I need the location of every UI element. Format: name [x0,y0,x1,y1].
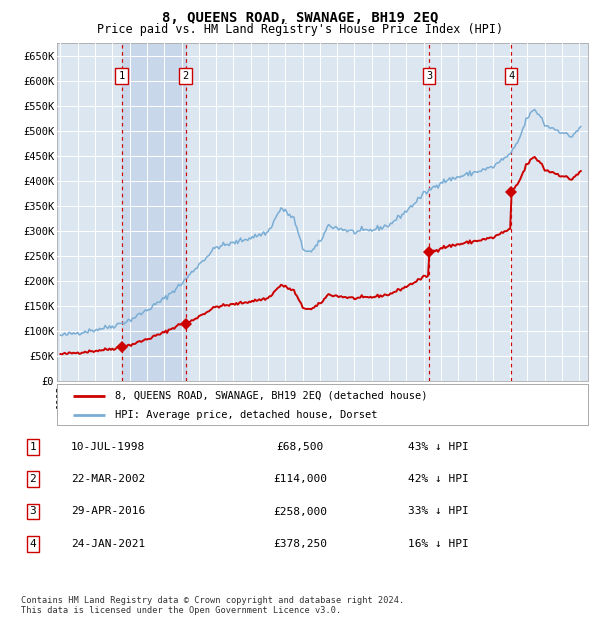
Text: 1: 1 [118,71,125,81]
Text: 3: 3 [29,507,37,516]
Text: 16% ↓ HPI: 16% ↓ HPI [407,539,469,549]
Text: 22-MAR-2002: 22-MAR-2002 [71,474,145,484]
Text: 2: 2 [29,474,37,484]
Bar [122,43,185,381]
Text: 8, QUEENS ROAD, SWANAGE, BH19 2EQ: 8, QUEENS ROAD, SWANAGE, BH19 2EQ [162,11,438,25]
Text: £68,500: £68,500 [277,442,323,452]
Text: £378,250: £378,250 [273,539,327,549]
Text: 29-APR-2016: 29-APR-2016 [71,507,145,516]
Text: £258,000: £258,000 [273,507,327,516]
Text: 2: 2 [182,71,188,81]
Text: 43% ↓ HPI: 43% ↓ HPI [407,442,469,452]
Text: Contains HM Land Registry data © Crown copyright and database right 2024.
This d: Contains HM Land Registry data © Crown c… [21,596,404,615]
Text: 8, QUEENS ROAD, SWANAGE, BH19 2EQ (detached house): 8, QUEENS ROAD, SWANAGE, BH19 2EQ (detac… [115,391,428,401]
Text: 24-JAN-2021: 24-JAN-2021 [71,539,145,549]
Text: 10-JUL-1998: 10-JUL-1998 [71,442,145,452]
Text: 33% ↓ HPI: 33% ↓ HPI [407,507,469,516]
Text: 1: 1 [29,442,37,452]
Text: 4: 4 [29,539,37,549]
Text: Price paid vs. HM Land Registry's House Price Index (HPI): Price paid vs. HM Land Registry's House … [97,23,503,36]
Text: HPI: Average price, detached house, Dorset: HPI: Average price, detached house, Dors… [115,410,378,420]
Text: £114,000: £114,000 [273,474,327,484]
Text: 4: 4 [508,71,515,81]
Text: 3: 3 [426,71,433,81]
Text: 42% ↓ HPI: 42% ↓ HPI [407,474,469,484]
